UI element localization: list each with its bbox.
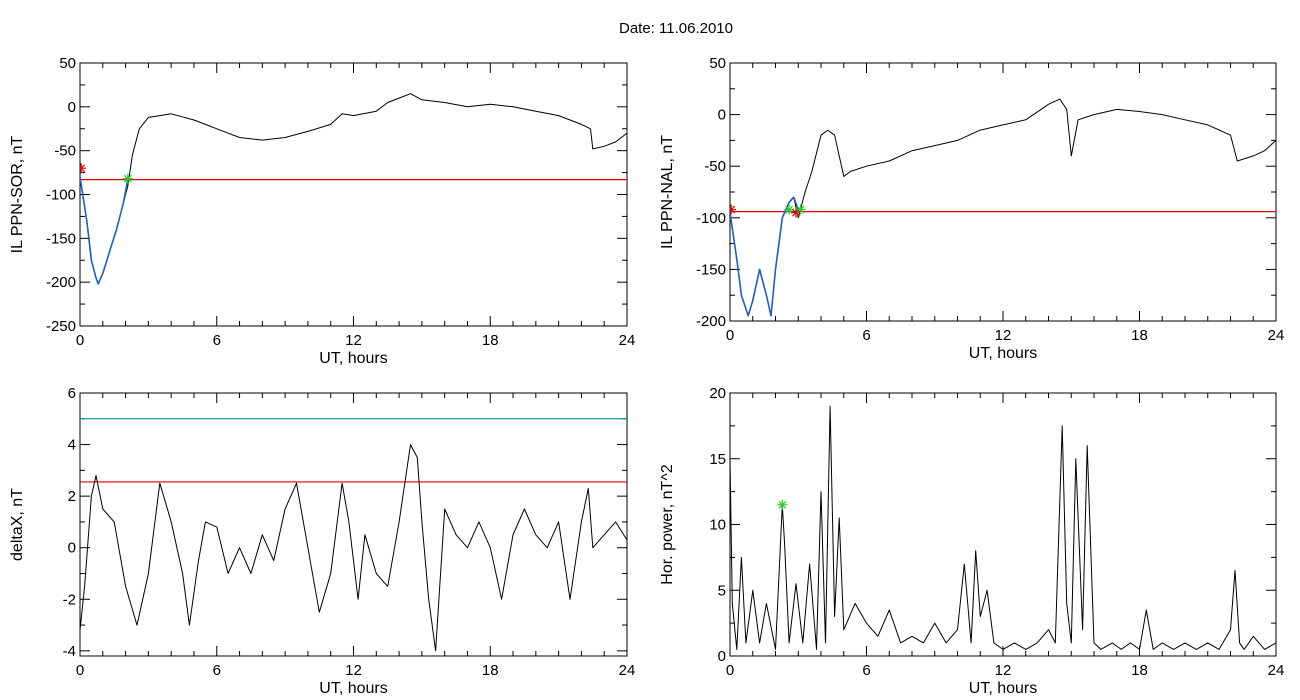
y-tick-label: 10 (709, 517, 726, 534)
y-tick-label: 0 (68, 99, 76, 116)
chart-panel-4: 20 15 10 5 00 6 12 18 24 UT, hours Hor. power, nT^… (659, 385, 1284, 697)
x-tick-label: 6 (213, 332, 221, 349)
x-axis-label: UT, hours (319, 680, 387, 697)
x-tick-label: 12 (995, 327, 1012, 344)
marker (730, 204, 737, 215)
y-tick-label: -50 (704, 158, 726, 175)
marker (122, 173, 133, 184)
y-tick-label: -200 (46, 274, 76, 291)
y-tick-label: -150 (46, 230, 76, 247)
plot-area (730, 405, 1276, 650)
marker (80, 163, 87, 174)
y-tick-label: 50 (709, 55, 726, 72)
x-tick-label: 24 (1268, 662, 1285, 679)
y-tick-label: 4 (68, 437, 76, 454)
series-line (80, 93, 627, 285)
y-tick-label: -100 (46, 187, 76, 204)
x-tick-label: 24 (1268, 327, 1285, 344)
y-tick-label: 20 (709, 385, 726, 402)
x-tick-label: 12 (995, 662, 1012, 679)
x-tick-label: 24 (619, 662, 636, 679)
y-axis-label: IL PPN-NAL, nT (659, 135, 676, 249)
plot-area (730, 98, 1276, 317)
highlight-segment (730, 196, 800, 317)
plot-area (80, 93, 627, 285)
plot-frame (79, 392, 628, 657)
x-tick-label: 6 (862, 327, 870, 344)
x-tick-label: 18 (1131, 327, 1148, 344)
x-axis-label: UT, hours (969, 345, 1037, 362)
y-tick-label: 50 (59, 55, 76, 72)
y-tick-label: -200 (696, 313, 726, 330)
y-tick-label: 0 (718, 107, 726, 124)
x-tick-label: 6 (862, 662, 870, 679)
x-tick-label: 0 (76, 332, 84, 349)
marker (777, 499, 788, 510)
y-tick-label: -2 (63, 591, 76, 608)
series-line (730, 405, 1276, 650)
series-line (80, 444, 627, 652)
x-tick-label: 6 (213, 662, 221, 679)
x-axis-label: UT, hours (319, 350, 387, 367)
x-tick-label: 0 (726, 662, 734, 679)
y-tick-label: 15 (709, 451, 726, 468)
y-tick-label: -50 (54, 143, 76, 160)
y-tick-label: -150 (696, 261, 726, 278)
plot-area (80, 418, 627, 652)
series-line (730, 98, 1276, 317)
x-tick-label: 0 (726, 327, 734, 344)
x-tick-label: 18 (482, 662, 499, 679)
x-tick-label: 18 (482, 332, 499, 349)
y-tick-label: -4 (63, 643, 76, 660)
plot-frame (729, 62, 1277, 322)
y-axis-label: deltaX, nT (9, 488, 26, 561)
marker (795, 204, 806, 215)
x-tick-label: 18 (1131, 662, 1148, 679)
y-axis-label: Hor. power, nT^2 (659, 464, 676, 585)
x-axis-label: UT, hours (969, 680, 1037, 697)
x-tick-label: 0 (76, 662, 84, 679)
marker (790, 207, 801, 218)
y-tick-label: 0 (68, 540, 76, 557)
x-tick-label: 12 (345, 662, 362, 679)
y-tick-label: -100 (696, 210, 726, 227)
y-tick-label: 5 (718, 582, 726, 599)
plot-frame (729, 392, 1277, 657)
highlight-segment (80, 176, 129, 285)
y-tick-label: 0 (718, 648, 726, 665)
y-tick-label: -250 (46, 318, 76, 335)
plot-frame (79, 62, 628, 327)
y-tick-label: 2 (68, 488, 76, 505)
y-tick-label: 6 (68, 385, 76, 402)
x-tick-label: 12 (345, 332, 362, 349)
figure-title: Date: 11.06.2010 (619, 20, 733, 37)
x-tick-label: 24 (619, 332, 636, 349)
y-axis-label: IL PPN-SOR, nT (9, 135, 26, 253)
